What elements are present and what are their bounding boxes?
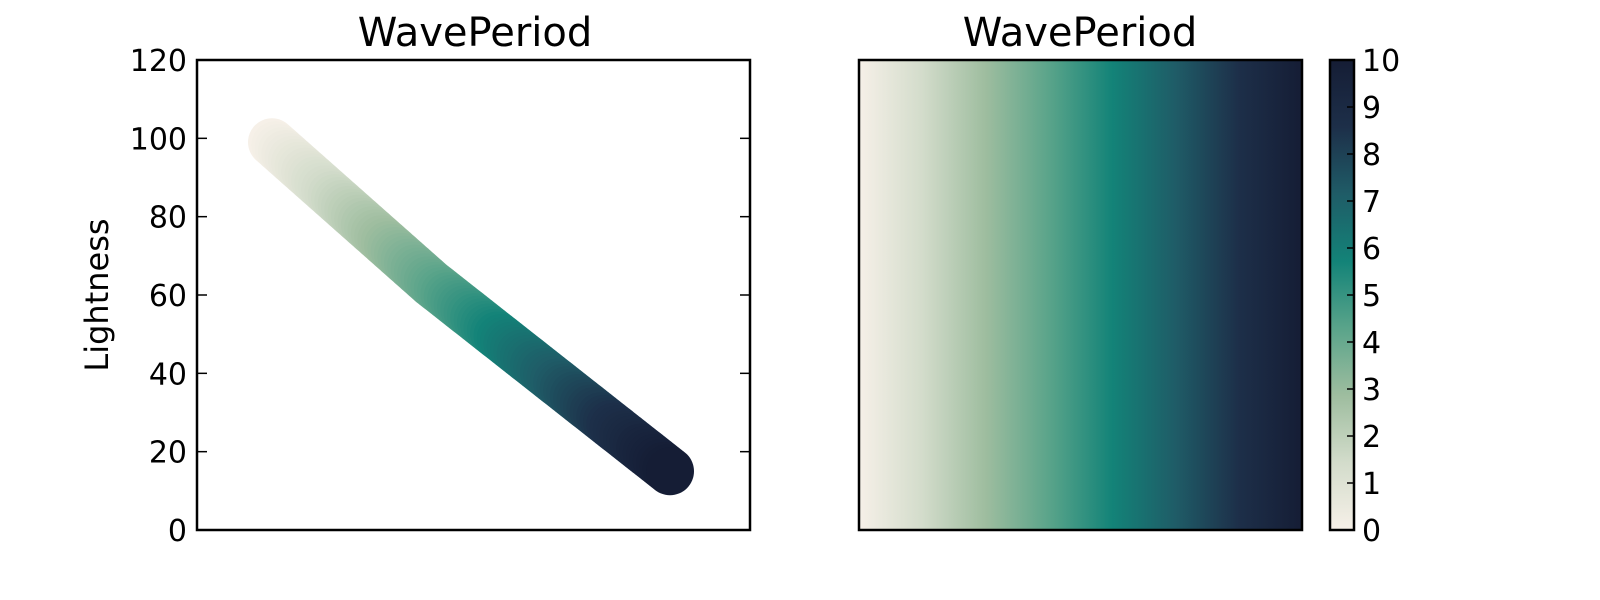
colorbar-tick-label: 7 bbox=[1362, 185, 1381, 220]
y-tick-label: 80 bbox=[149, 201, 187, 236]
colorbar-tick-label: 1 bbox=[1362, 467, 1381, 502]
colorbar-tick-label: 8 bbox=[1362, 138, 1381, 173]
y-axis-label: Lightness bbox=[78, 218, 116, 371]
y-tick-label: 0 bbox=[168, 514, 187, 549]
colorbar: 0 1 2 3 4 5 6 7 8 9 10 bbox=[1328, 44, 1400, 549]
colorbar-tick-label: 5 bbox=[1362, 279, 1381, 314]
y-tick-label: 60 bbox=[149, 279, 187, 314]
colorbar-ticks: 0 1 2 3 4 5 6 7 8 9 10 bbox=[1347, 44, 1400, 549]
colorbar-tick-label: 9 bbox=[1362, 91, 1381, 126]
scatter-title: WavePeriod bbox=[358, 10, 593, 56]
y-ticks: 0 20 40 60 80 100 120 bbox=[130, 44, 750, 549]
heatmap-title: WavePeriod bbox=[963, 10, 1198, 56]
y-tick-label: 120 bbox=[130, 44, 187, 79]
scatter-point bbox=[646, 447, 694, 496]
colorbar-tick-label: 4 bbox=[1362, 326, 1381, 361]
heatmap-image bbox=[857, 58, 1304, 532]
heatmap-panel: WavePeriod bbox=[857, 10, 1304, 532]
y-tick-label: 40 bbox=[149, 357, 187, 392]
colorbar-tick-label: 0 bbox=[1362, 514, 1381, 549]
scatter-points bbox=[248, 118, 694, 496]
y-tick-label: 100 bbox=[130, 122, 187, 157]
scatter-panel: WavePeriod Lightness 0 20 40 60 80 100 120 bbox=[78, 10, 752, 549]
colorbar-tick-label: 3 bbox=[1362, 373, 1381, 408]
colorbar-tick-label: 10 bbox=[1362, 44, 1400, 79]
y-tick-label: 20 bbox=[149, 436, 187, 471]
colorbar-tick-label: 2 bbox=[1362, 420, 1381, 455]
colorbar-tick-label: 6 bbox=[1362, 232, 1381, 267]
